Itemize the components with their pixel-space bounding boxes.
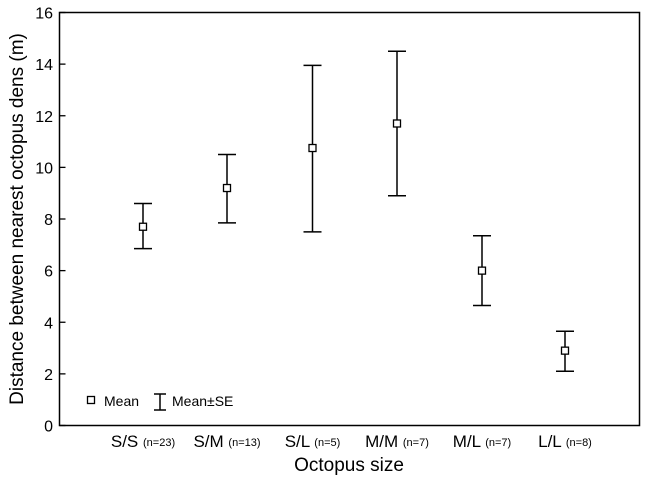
x-tick-label: M/L (n=7) — [453, 432, 511, 451]
y-tick-label: 12 — [35, 109, 53, 126]
x-axis: S/S (n=23) S/M (n=13) S/L (n=5) M/M (n=7) M/… — [111, 432, 592, 451]
y-tick-label: 2 — [44, 367, 53, 384]
mean-point — [392, 119, 402, 128]
y-tick-label: 14 — [35, 57, 53, 74]
mean-point — [138, 222, 148, 231]
plot-frame — [58, 11, 641, 427]
x-axis-title: Octopus size — [294, 455, 404, 476]
legend-se-symbol — [154, 393, 166, 411]
y-tick-label: 8 — [44, 212, 53, 229]
mean-point — [477, 266, 487, 275]
mean-point — [560, 346, 570, 355]
y-tick-label: 6 — [44, 264, 53, 281]
y-tick-label: 10 — [35, 160, 53, 177]
y-axis: 0 2 4 6 8 10 12 14 16 — [35, 6, 66, 436]
x-tick-label: S/L (n=5) — [285, 432, 341, 451]
x-tick-label: L/L (n=8) — [538, 432, 592, 451]
x-tick-label: S/S (n=23) — [111, 432, 175, 451]
mean-point — [222, 183, 232, 193]
mean-point — [308, 143, 317, 153]
legend-mean-marker — [86, 395, 96, 405]
y-tick-label: 0 — [44, 419, 53, 436]
x-tick-label: M/M (n=7) — [365, 432, 429, 451]
legend-mean-label: Mean — [104, 393, 139, 409]
x-tick-label: S/M (n=13) — [193, 432, 260, 451]
legend-se-label: Mean±SE — [172, 393, 233, 409]
y-axis-title: Distance between nearest octopus dens (m… — [7, 33, 28, 405]
y-tick-label: 16 — [35, 6, 53, 23]
data-series — [134, 50, 574, 373]
y-tick-label: 4 — [44, 315, 53, 332]
legend: Mean Mean±SE — [86, 393, 233, 411]
